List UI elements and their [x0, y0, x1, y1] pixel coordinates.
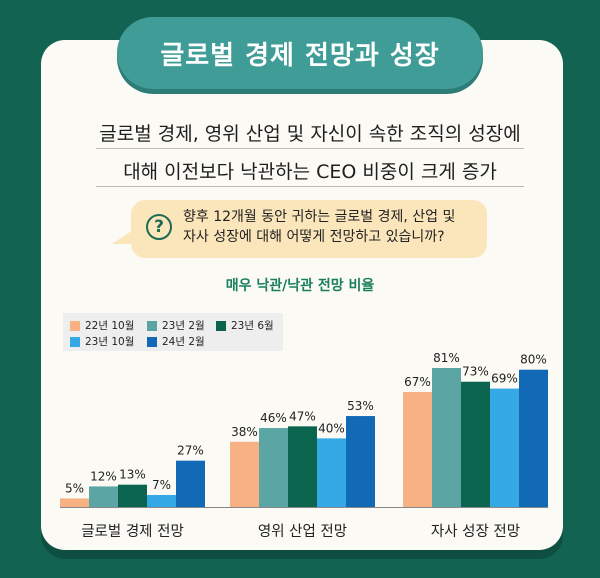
question-line-2: 자사 성장에 대해 어떻게 전망하고 있습니까? — [183, 229, 445, 245]
bar-0-2 — [118, 484, 147, 507]
bar-1-0 — [230, 441, 259, 507]
chart-legend: 22년 10월 23년 2월 23년 6월 23년 10월 24년 2월 — [63, 313, 283, 351]
bar-1-1 — [259, 428, 288, 507]
data-label-0-2: 13% — [119, 468, 146, 482]
question-icon: ? — [146, 214, 172, 240]
legend-swatch — [70, 320, 80, 331]
data-label-0-3: 7% — [152, 478, 171, 492]
chart-title: 매우 낙관/낙관 전망 비율 — [225, 278, 375, 294]
legend-label: 23년 10월 — [85, 336, 135, 348]
legend-label: 22년 10월 — [85, 320, 135, 332]
legend-swatch — [216, 320, 226, 331]
data-label-2-1: 81% — [433, 351, 460, 365]
headline-line-2: 대해 이전보다 낙관하는 CEO 비중이 크게 증가 — [96, 157, 524, 187]
bar-0-3 — [147, 494, 176, 507]
bar-0-0 — [60, 498, 89, 507]
question-bubble-tail — [112, 228, 136, 244]
bar-2-1 — [432, 368, 461, 507]
category-label-0: 글로벌 경제 전망 — [81, 523, 184, 540]
legend-label: 24년 2월 — [162, 336, 205, 348]
data-label-1-4: 53% — [347, 399, 374, 413]
category-label-2: 자사 성장 전망 — [431, 523, 520, 540]
bar-2-2 — [461, 381, 490, 507]
legend-item-22-oct: 22년 10월 — [70, 318, 134, 333]
legend-item-23-feb: 23년 2월 — [147, 318, 205, 333]
bar-1-2 — [288, 426, 317, 507]
headline-line-1: 글로벌 경제, 영위 산업 및 자신이 속한 조직의 성장에 — [96, 119, 524, 149]
data-label-0-4: 27% — [177, 444, 204, 458]
data-label-2-0: 67% — [404, 375, 431, 389]
data-label-1-2: 47% — [289, 409, 316, 423]
question-line-1: 향후 12개월 동안 귀하는 글로벌 경제, 산업 및 — [183, 209, 456, 225]
bar-2-0 — [403, 392, 432, 507]
data-label-2-2: 73% — [462, 365, 489, 379]
data-label-1-3: 40% — [318, 421, 345, 435]
question-bubble — [131, 200, 487, 258]
data-label-0-0: 5% — [65, 481, 84, 495]
bar-2-4 — [519, 369, 548, 507]
data-label-1-0: 38% — [231, 425, 258, 439]
bar-2-3 — [490, 388, 519, 507]
bar-0-4 — [176, 460, 205, 507]
legend-swatch — [147, 336, 157, 347]
bar-1-3 — [317, 438, 346, 507]
data-label-2-4: 80% — [520, 353, 547, 367]
legend-label: 23년 2월 — [162, 320, 205, 332]
legend-label: 23년 6월 — [231, 320, 274, 332]
page-title: 글로벌 경제 전망과 성장 — [117, 17, 483, 89]
legend-swatch — [70, 336, 80, 347]
legend-item-24-feb: 24년 2월 — [147, 334, 205, 349]
legend-item-23-oct: 23년 10월 — [70, 334, 134, 349]
bar-0-1 — [89, 486, 118, 507]
bar-1-4 — [346, 416, 375, 507]
data-label-1-1: 46% — [260, 411, 287, 425]
data-label-0-1: 12% — [90, 469, 117, 483]
legend-item-23-jun: 23년 6월 — [216, 318, 274, 333]
question-text: 향후 12개월 동안 귀하는 글로벌 경제, 산업 및 자사 성장에 대해 어떻… — [183, 207, 483, 247]
data-label-2-3: 69% — [491, 372, 518, 386]
legend-swatch — [147, 320, 157, 331]
category-label-1: 영위 산업 전망 — [258, 523, 347, 540]
